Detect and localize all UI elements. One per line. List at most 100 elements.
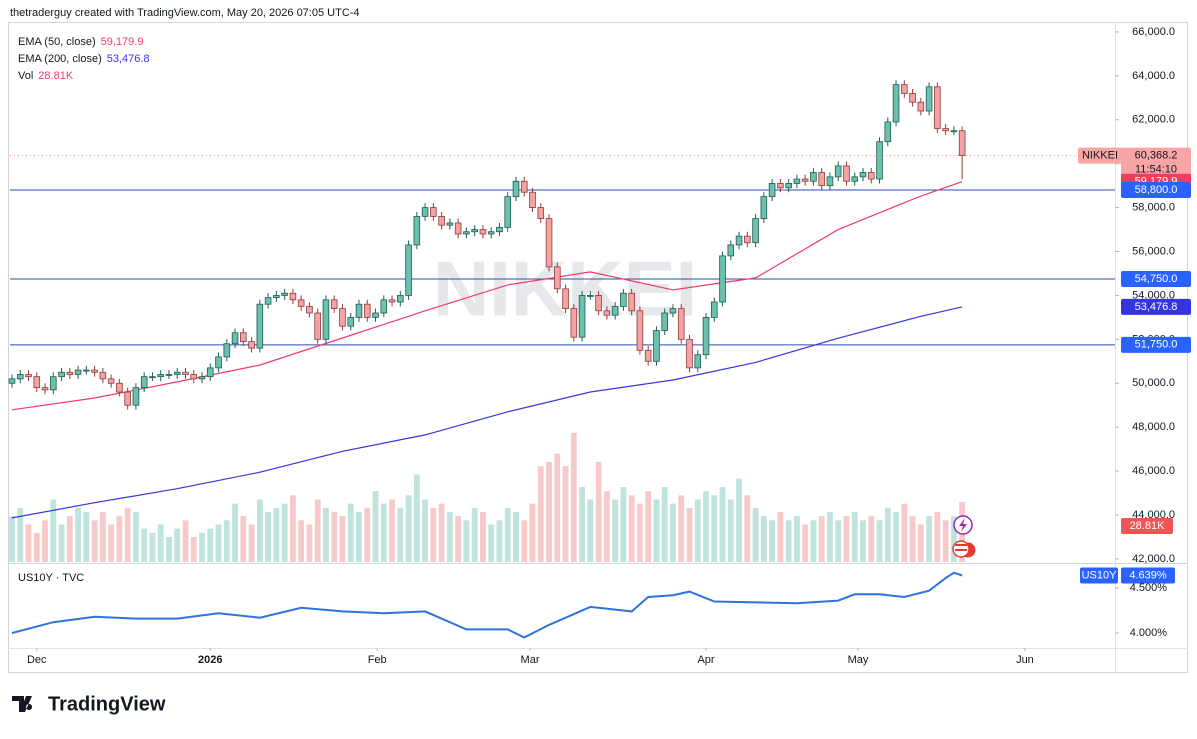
volume-bar — [694, 499, 701, 562]
volume-bar — [926, 516, 932, 562]
volume-bar — [645, 491, 652, 562]
candle-body — [107, 378, 115, 384]
volume-bar — [620, 487, 627, 562]
candle-body — [710, 301, 718, 318]
volume-bar — [248, 524, 255, 562]
us10y-symbol-badge: US10Y — [1082, 569, 1118, 581]
volume-bar — [232, 503, 238, 562]
x-tick-label: Feb — [368, 654, 387, 666]
volume-bar — [199, 532, 205, 562]
volume-bar — [182, 520, 189, 562]
volume-bar — [744, 495, 751, 562]
candle-body — [132, 387, 140, 406]
legend-name: EMA (50, close) — [18, 36, 96, 48]
pane-name: US10Y · TVC — [18, 572, 84, 584]
volume-bar — [653, 499, 660, 562]
volume-bar — [661, 487, 668, 562]
y-tick-label: 46,000.0 — [1132, 465, 1175, 477]
candle-body — [264, 297, 272, 305]
candle-body — [562, 288, 569, 310]
volume-bar — [537, 466, 544, 562]
volume-bar — [901, 503, 908, 562]
volume-bar — [413, 474, 420, 562]
candle-body — [884, 121, 892, 143]
ema-line — [11, 306, 963, 519]
x-tick-label: Apr — [697, 654, 714, 666]
candle-body — [140, 376, 148, 389]
candle-body — [330, 299, 338, 310]
candle-body — [25, 374, 32, 378]
volume-bar — [339, 516, 346, 562]
level-badge: 51,750.0 — [1135, 339, 1178, 351]
volume-bar — [678, 495, 685, 562]
candle-body — [99, 371, 107, 380]
volume-bar — [504, 507, 511, 562]
volume-bar — [579, 487, 585, 562]
y-tick-label: 54,000.0 — [1132, 289, 1175, 301]
y-tick-label: 58,000.0 — [1132, 202, 1175, 214]
volume-bar — [149, 532, 156, 562]
candle-body — [198, 376, 206, 380]
volume-bar — [950, 516, 957, 562]
us10y-symbol-badge-bg — [1080, 567, 1118, 584]
volume-bar — [917, 524, 924, 562]
volume-bar — [496, 520, 503, 562]
volume-bar — [215, 524, 222, 562]
candle-body — [487, 231, 495, 235]
frame — [8, 22, 1188, 673]
volume-bar — [637, 503, 643, 562]
volume-bar — [265, 512, 272, 562]
volume-bar — [99, 512, 106, 562]
volume-bar — [124, 507, 131, 562]
candle-body — [942, 128, 949, 132]
candle-body — [91, 369, 98, 373]
us10y-badge: 4.639% — [1129, 569, 1167, 581]
volume-bar — [719, 487, 726, 562]
candle-body — [554, 266, 561, 290]
candle-body — [248, 341, 255, 349]
last-badge-bg — [1121, 147, 1191, 178]
candle-body — [512, 180, 520, 198]
volume-bar — [843, 516, 850, 562]
candle-body — [719, 255, 726, 303]
logo-text: TradingView — [48, 693, 166, 715]
volume-bar — [736, 478, 742, 562]
us10y-line — [11, 571, 963, 639]
volume-bar — [711, 495, 718, 562]
volume-bar — [347, 503, 354, 562]
volume-bar — [893, 512, 899, 562]
us10y-badge-bg — [1121, 567, 1175, 584]
volume-bar — [480, 512, 486, 562]
candle-body — [603, 310, 611, 316]
volume-bar — [133, 512, 139, 562]
candle-body — [273, 295, 280, 299]
candle-body — [744, 235, 751, 244]
candle-body — [190, 374, 198, 380]
candle-body — [686, 338, 693, 369]
y-tick-label: 64,000.0 — [1132, 70, 1175, 82]
volume-bar — [256, 499, 263, 562]
candle-body — [644, 349, 652, 362]
candle-body — [421, 207, 429, 217]
candle-body — [801, 178, 809, 182]
x-tick-label: Dec — [27, 654, 47, 666]
y-tick-label: 50,000.0 — [1132, 377, 1175, 389]
x-tick-label: Mar — [521, 654, 540, 666]
volume-bar — [909, 516, 916, 562]
volume-bar — [562, 466, 569, 562]
volume-bar — [703, 491, 709, 562]
volume-bar — [331, 512, 338, 562]
volume-bar — [455, 516, 462, 562]
y-tick-label: 48,000.0 — [1132, 421, 1175, 433]
volume-bar — [438, 503, 445, 562]
candle-body — [438, 215, 445, 226]
candle-body — [8, 378, 16, 384]
candle-body — [925, 86, 933, 112]
candle-body — [66, 371, 74, 375]
candle-body — [182, 371, 189, 375]
y-tick-label: 44,000.0 — [1132, 509, 1175, 521]
candle-body — [397, 295, 404, 303]
candle-body — [851, 176, 859, 182]
candle-body — [496, 226, 503, 233]
